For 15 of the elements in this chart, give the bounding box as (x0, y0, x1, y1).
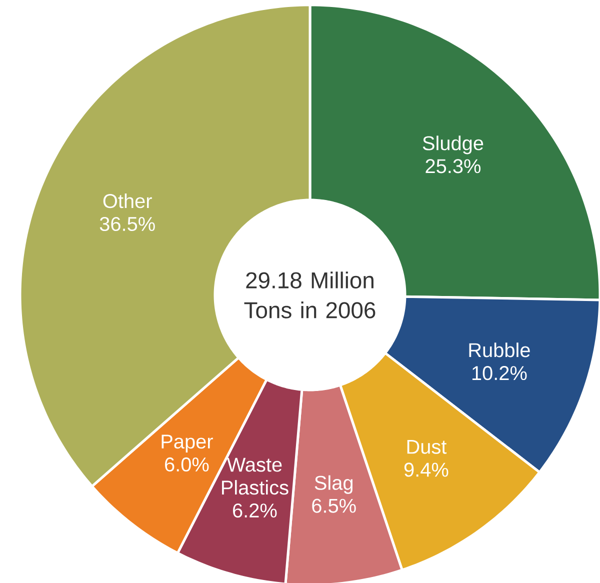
data-label: 9.4% (404, 462, 448, 477)
slice-label: Dust (407, 440, 447, 454)
data-label: 6.2% (233, 503, 277, 518)
data-label: 36.5% (100, 216, 155, 232)
slice-label: Slag (314, 475, 353, 494)
slice-label: Rubble (469, 342, 530, 358)
data-label: 6.0% (165, 457, 209, 472)
slice-label: Other (103, 194, 152, 208)
slice-label: Waste Plastics (222, 458, 288, 495)
data-label: 10.2% (472, 366, 527, 380)
data-label: 25.3% (426, 159, 481, 174)
data-label: 6.5% (312, 498, 356, 513)
text: 29.18 Million Tons in 2006 (244, 272, 376, 318)
slice-label: Paper (162, 434, 213, 453)
slice-label: Sludge (422, 136, 484, 154)
